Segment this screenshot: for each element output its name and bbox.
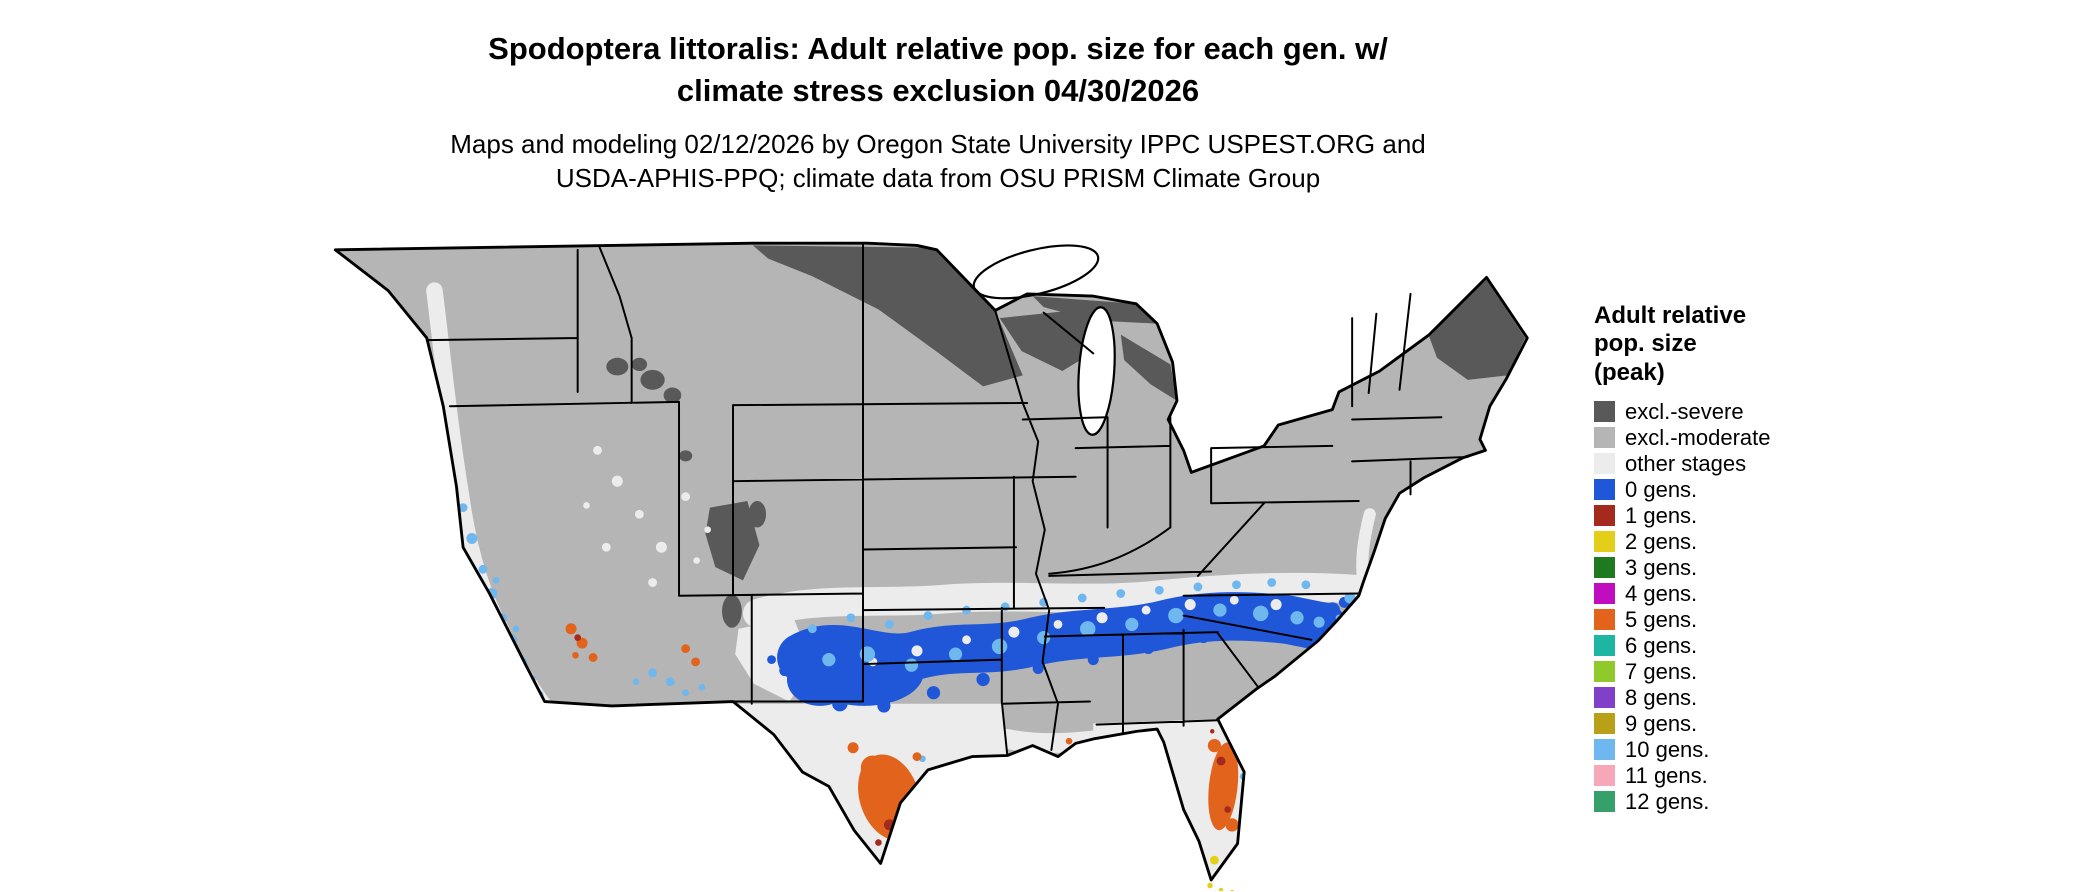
legend-label-gens_6: 6 gens.: [1625, 632, 1698, 658]
legend-label-gens_9: 9 gens.: [1625, 710, 1698, 736]
title-line-2: climate stress exclusion 04/30/2026: [676, 72, 1200, 108]
legend-label-gens_11: 11 gens.: [1625, 762, 1708, 788]
legend-label-gens_12: 12 gens.: [1625, 788, 1710, 814]
legend-item-gens_2: 2 gens.: [1594, 529, 1894, 555]
legend-label-gens_1: 1 gens.: [1625, 502, 1698, 528]
legend-title-line-2: pop. size: [1594, 330, 1697, 358]
subtitle-line-1: Maps and modeling 02/12/2026 by Oregon S…: [450, 129, 1426, 160]
legend-title: Adult relative pop. size (peak): [1594, 302, 1894, 387]
legend-label-gens_7: 7 gens.: [1625, 658, 1698, 684]
legend-title-line-3: (peak): [1594, 358, 1665, 386]
legend-swatch-gens_3: [1594, 557, 1615, 579]
header: Spodoptera littoralis: Adult relative po…: [0, 28, 1876, 196]
page-title: Spodoptera littoralis: Adult relative po…: [0, 28, 1876, 111]
legend-swatch-excl_moderate: [1594, 427, 1615, 449]
legend-swatch-gens_7: [1594, 661, 1615, 683]
legend-label-excl_moderate: excl.-moderate: [1625, 424, 1771, 450]
legend-label-gens_8: 8 gens.: [1625, 684, 1698, 710]
legend-swatch-gens_9: [1594, 713, 1615, 735]
legend-label-gens_5: 5 gens.: [1625, 606, 1698, 632]
legend-item-gens_0: 0 gens.: [1594, 477, 1894, 503]
legend-swatch-gens_6: [1594, 635, 1615, 657]
legend-item-gens_9: 9 gens.: [1594, 711, 1894, 737]
legend-swatch-excl_severe: [1594, 401, 1615, 423]
legend-item-gens_12: 12 gens.: [1594, 789, 1894, 815]
legend-swatch-gens_2: [1594, 531, 1615, 553]
us-outline: [333, 241, 1529, 882]
page-subtitle: Maps and modeling 02/12/2026 by Oregon S…: [0, 127, 1876, 196]
legend-item-gens_7: 7 gens.: [1594, 659, 1894, 685]
legend-item-gens_6: 6 gens.: [1594, 633, 1894, 659]
legend-item-gens_5: 5 gens.: [1594, 607, 1894, 633]
legend-item-excl_moderate: excl.-moderate: [1594, 425, 1894, 451]
legend-swatch-gens_4: [1594, 583, 1615, 605]
legend-swatch-gens_1: [1594, 505, 1615, 527]
legend-label-gens_0: 0 gens.: [1625, 476, 1698, 502]
us-map: [322, 230, 1534, 891]
legend-label-gens_10: 10 gens.: [1625, 736, 1710, 762]
legend-item-gens_3: 3 gens.: [1594, 555, 1894, 581]
legend-label-gens_4: 4 gens.: [1625, 580, 1698, 606]
legend-items: excl.-severe excl.-moderate other stages 0 …: [1594, 399, 1894, 815]
legend-item-gens_10: 10 gens.: [1594, 737, 1894, 763]
florida-keys-dots: [1207, 882, 1234, 891]
subtitle-line-2: USDA-APHIS-PPQ; climate data from OSU PR…: [555, 163, 1321, 194]
legend-swatch-gens_11: [1594, 765, 1615, 787]
legend-item-excl_severe: excl.-severe: [1594, 399, 1894, 425]
legend-swatch-gens_0: [1594, 479, 1615, 501]
legend-label-gens_2: 2 gens.: [1625, 528, 1698, 554]
state-borders: [425, 242, 1469, 757]
legend-item-other_stages: other stages: [1594, 451, 1894, 477]
legend: Adult relative pop. size (peak) excl.-se…: [1594, 302, 1894, 815]
legend-item-gens_4: 4 gens.: [1594, 581, 1894, 607]
legend-item-gens_1: 1 gens.: [1594, 503, 1894, 529]
legend-title-line-1: Adult relative: [1594, 302, 1747, 329]
legend-label-excl_severe: excl.-severe: [1625, 398, 1744, 424]
legend-item-gens_11: 11 gens.: [1594, 763, 1894, 789]
us-map-svg: [333, 241, 1529, 891]
map-layer-band-holes: [868, 595, 1282, 667]
legend-swatch-gens_8: [1594, 687, 1615, 709]
legend-label-gens_3: 3 gens.: [1625, 554, 1698, 580]
great-lakes: [972, 244, 1116, 436]
legend-swatch-gens_12: [1594, 791, 1615, 813]
legend-swatch-other_stages: [1594, 453, 1615, 475]
legend-item-gens_8: 8 gens.: [1594, 685, 1894, 711]
title-line-1: Spodoptera littoralis: Adult relative po…: [488, 31, 1388, 66]
legend-swatch-gens_5: [1594, 609, 1615, 631]
legend-label-other_stages: other stages: [1625, 450, 1747, 476]
legend-swatch-gens_10: [1594, 739, 1615, 761]
